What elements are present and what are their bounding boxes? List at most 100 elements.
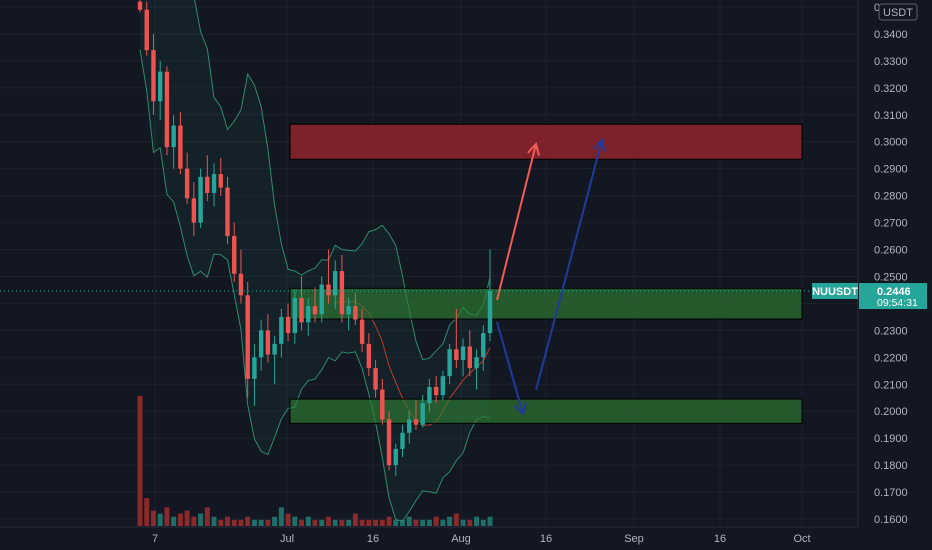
time-tick-label: Aug — [451, 533, 471, 545]
bollinger-upper — [194, 0, 491, 361]
price-tick-label: 0.2000 — [874, 406, 908, 418]
candle-body — [151, 50, 156, 102]
volume-bar — [150, 510, 156, 526]
rebound-arrow[interactable] — [535, 137, 606, 391]
time-tick-label: Sep — [624, 533, 644, 545]
projection-arrows[interactable] — [496, 137, 606, 417]
bullish-arrow[interactable] — [496, 141, 540, 301]
volume-bar — [278, 507, 284, 526]
support-zone-lower[interactable] — [289, 398, 803, 424]
candle-body — [440, 376, 446, 396]
candle-body — [299, 298, 304, 323]
price-tick-label: 0.1900 — [874, 433, 908, 445]
candle-body — [460, 346, 466, 361]
candle-body — [487, 291, 493, 334]
bollinger-fill — [140, 0, 490, 522]
volume-bar — [191, 516, 197, 526]
volume-bar — [406, 516, 412, 526]
volume-bar — [238, 519, 244, 526]
currency-badge-box[interactable] — [878, 3, 918, 21]
volume-bar — [251, 519, 257, 526]
price-tag-box — [859, 283, 927, 310]
volume-bar — [272, 516, 278, 526]
time-tick-label: 16 — [714, 533, 726, 545]
candle-body — [238, 273, 244, 296]
candle-body — [359, 319, 365, 344]
time-tick-label: Oct — [793, 533, 810, 545]
candle-body — [245, 295, 250, 379]
volume-bar — [312, 519, 318, 526]
candle-body — [312, 306, 318, 315]
candle-body — [413, 419, 419, 425]
candle-body — [285, 316, 291, 334]
candle-body — [232, 236, 237, 274]
volume-bar — [265, 519, 271, 526]
candle-body — [258, 330, 264, 358]
support-zone-upper[interactable] — [289, 287, 803, 320]
volume-bar — [474, 516, 480, 526]
candle-body — [272, 343, 277, 355]
candle-body — [467, 346, 473, 369]
volume-bar — [144, 498, 150, 526]
volume-bar — [305, 516, 311, 526]
volume-bar — [299, 519, 305, 526]
candle-body — [292, 298, 298, 334]
volume-bar — [339, 519, 345, 526]
volume-bar — [379, 519, 385, 526]
currency-badge[interactable]: USDT — [878, 3, 918, 21]
volume-bar — [440, 519, 446, 526]
volume-bar — [453, 513, 459, 526]
pullback-arrow[interactable] — [496, 321, 527, 417]
price-tick-label: 0.3300 — [874, 56, 908, 68]
candle-body — [400, 432, 405, 449]
price-tick-label: 0.2600 — [874, 245, 908, 257]
last-price-label: 0.2446 — [877, 286, 911, 298]
volume-bar — [467, 519, 473, 526]
pullback-arrow-head — [513, 402, 527, 417]
volume-bar — [393, 519, 399, 526]
volume-bar — [204, 507, 210, 526]
candle-body — [225, 187, 230, 237]
candle-body — [380, 389, 385, 420]
price-tick-label: 0.3400 — [874, 29, 908, 41]
symbol-tag-box — [812, 283, 858, 300]
volume-bar — [433, 516, 439, 526]
candle-body — [319, 284, 324, 315]
price-tick-label: 0.3100 — [874, 110, 908, 122]
time-tick-label: Jul — [280, 533, 294, 545]
symbol-tag-label: NUUSDT — [812, 286, 858, 298]
volume-bar — [426, 519, 432, 526]
volume-bar — [325, 516, 331, 526]
price-tick-label: 0.3200 — [874, 83, 908, 95]
candle-body — [198, 176, 203, 223]
volume-bar — [400, 519, 405, 526]
price-axis[interactable] — [858, 0, 932, 550]
price-tick-label: 0.1800 — [874, 460, 908, 472]
volume-bar — [447, 516, 453, 526]
price-tick-label: 0.2300 — [874, 325, 908, 337]
volume-bar — [184, 510, 190, 526]
volume-bar — [460, 519, 466, 526]
candle-body — [474, 357, 479, 369]
volume-bar — [420, 519, 426, 526]
volume-bar — [346, 519, 352, 526]
candle-body — [191, 198, 197, 223]
price-tick-label: 0.2200 — [874, 352, 908, 364]
volume-bar — [177, 513, 183, 526]
volume-bar — [171, 516, 177, 526]
price-tick-label: 0.1700 — [874, 487, 908, 499]
candle-body — [386, 419, 392, 466]
price-tick-label: 0.2800 — [874, 191, 908, 203]
volume-bar — [480, 519, 486, 526]
candle-body — [211, 174, 217, 193]
volume-bar — [352, 513, 358, 526]
volume-bars — [137, 395, 493, 526]
candle-body — [171, 125, 176, 148]
zones[interactable] — [289, 123, 803, 424]
price-tick-label: 0.2700 — [874, 218, 908, 230]
resistance-zone[interactable] — [289, 123, 803, 160]
candle-body — [326, 284, 331, 296]
candle-body — [353, 306, 358, 320]
